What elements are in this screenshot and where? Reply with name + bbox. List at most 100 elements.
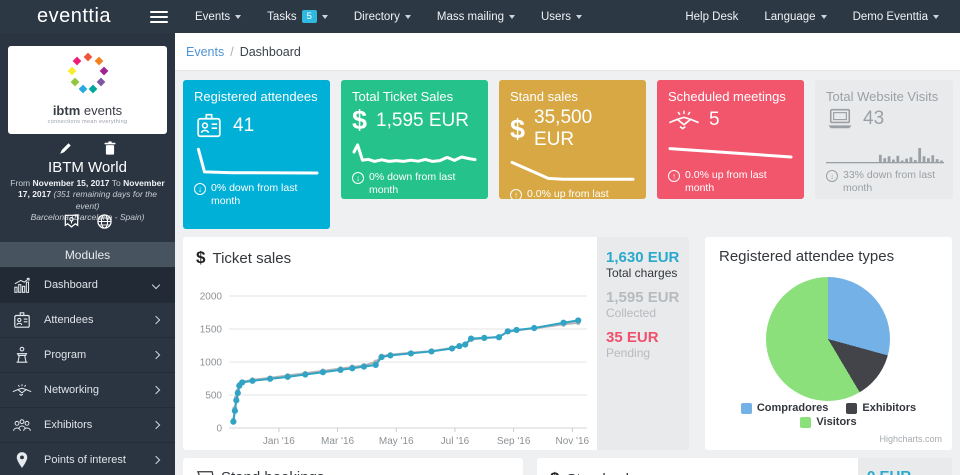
breadcrumb: Events / Dashboard [175, 33, 960, 71]
legend-swatch [800, 416, 812, 428]
trend-down-icon: ↓ [352, 172, 364, 185]
dollar-icon: $ [196, 248, 206, 267]
handshake-icon [669, 110, 699, 130]
highcharts-credit[interactable]: Highcharts.com [879, 434, 942, 444]
ibtm-logo-tagline: connections mean everything [47, 119, 128, 125]
stand-sales-total-value: 0 EUR [867, 468, 943, 475]
sidebar-item-exhibitors[interactable]: Exhibitors [0, 407, 175, 442]
pending-label: Pending [606, 346, 651, 360]
stand-sales-title: $ Stand sales [537, 458, 858, 475]
kpi-value: 43 [863, 108, 885, 130]
globe-website-icon[interactable] [96, 213, 113, 230]
caret-down-icon [321, 15, 328, 19]
caret-down-icon [933, 15, 939, 19]
navbar-right: Help Desk Language Demo Eventtia [672, 0, 960, 33]
kpi-total-ticket-sales[interactable]: Total Ticket Sales $ 1,595 EUR ↓ 0% down… [341, 80, 488, 199]
dollar-icon: $ [550, 469, 559, 475]
legend-exhibitors[interactable]: Exhibitors [846, 402, 916, 414]
kpi-scheduled-meetings[interactable]: Scheduled meetings 5 ↑ 0.0% up from last… [657, 80, 804, 199]
breadcrumb-events-link[interactable]: Events [186, 44, 225, 59]
svg-text:2000: 2000 [200, 292, 223, 303]
stand-sales-sparkline [510, 161, 635, 181]
attendee-badge-icon [197, 114, 221, 138]
trend-up-icon: ↑ [510, 189, 522, 199]
nav-language[interactable]: Language [751, 0, 839, 33]
legend-swatch [846, 402, 858, 414]
legend-compradores[interactable]: Compradores [740, 402, 828, 414]
modules-menu: Dashboard Attendees [0, 267, 175, 475]
trend-down-icon: ↓ [826, 170, 838, 183]
breadcrumb-separator: / [230, 44, 234, 59]
stand-booth-icon [196, 470, 214, 475]
meetings-sparkline [668, 147, 793, 159]
laptop-icon [828, 109, 852, 129]
sidebar-item-program[interactable]: Program [0, 337, 175, 372]
ibtm-logo-text: ibtm events [52, 103, 123, 118]
caret-down-icon [509, 15, 515, 19]
svg-text:0: 0 [216, 424, 222, 435]
hamburger-menu-icon[interactable] [150, 10, 168, 23]
kpi-registered-attendees[interactable]: Registered attendees 41 ↓ 0% down from l… [183, 80, 330, 229]
ticket-sales-title: $ Ticket sales [196, 248, 292, 267]
sidebar-item-networking[interactable]: Networking [0, 372, 175, 407]
chevron-right-icon [151, 385, 161, 395]
nav-events[interactable]: Events [182, 0, 254, 33]
sidebar-item-points-of-interest[interactable]: Points of interest [0, 442, 175, 475]
nav-users[interactable]: Users [528, 0, 595, 33]
nav-user-account[interactable]: Demo Eventtia [840, 0, 952, 33]
svg-text:Nov '16: Nov '16 [556, 436, 590, 447]
attendee-types-title: Registered attendee types [719, 248, 895, 265]
nav-tasks[interactable]: Tasks 5 [254, 0, 341, 33]
attendee-badge-icon [0, 311, 44, 329]
dollar-icon: $ [352, 105, 368, 136]
chevron-right-icon [151, 350, 161, 360]
handshake-icon [0, 382, 44, 398]
legend-visitors[interactable]: Visitors [800, 416, 857, 428]
kpi-trend: ↑ 0.0% up from last month [668, 169, 793, 194]
nav-help-desk[interactable]: Help Desk [685, 10, 739, 23]
breadcrumb-current: Dashboard [239, 44, 301, 59]
attendees-sparkline [196, 148, 319, 175]
caret-down-icon [576, 15, 583, 19]
total-charges-label: Total charges [606, 266, 678, 280]
chevron-right-icon [151, 315, 161, 325]
map-pin-icon [0, 451, 44, 469]
chevron-right-icon [151, 455, 161, 465]
nav-mass-mailing[interactable]: Mass mailing [424, 0, 528, 33]
podium-icon [0, 346, 44, 364]
eventtia-logo[interactable]: eventtia [36, 5, 112, 27]
kpi-website-visits[interactable]: Total Website Visits 43 ↓ 33% down from … [815, 80, 953, 199]
svg-text:Mar '16: Mar '16 [321, 436, 354, 447]
event-links [0, 213, 175, 230]
top-navbar: eventtia Events Tasks 5 Directory Mass m… [0, 0, 960, 33]
event-location: Barcelona (Barcelona - Spain) [30, 212, 145, 223]
edit-pencil-icon[interactable] [58, 141, 73, 156]
nav-directory[interactable]: Directory [341, 0, 424, 33]
sidebar-item-attendees[interactable]: Attendees [0, 302, 175, 337]
event-name: IBTM World [48, 159, 127, 176]
kpi-value: 1,595 EUR [376, 109, 469, 131]
collected-value: 1,595 EUR [606, 289, 680, 306]
stand-sales-total-panel: 0 EUR [858, 458, 952, 475]
kpi-trend: ↑ 0.0% up from last month [510, 188, 635, 199]
chevron-down-icon [151, 280, 161, 290]
kpi-stand-sales[interactable]: Stand sales $ 35,500 EUR ↑ 0.0% up from … [499, 80, 646, 199]
pending-value: 35 EUR [606, 329, 659, 346]
total-charges-value: 1,630 EUR [606, 249, 680, 266]
venue-map-icon[interactable] [63, 213, 80, 230]
delete-trash-icon[interactable] [103, 141, 117, 156]
ticket-sales-line-chart[interactable]: 0 500 1000 1500 2000 Jan '16 Mar '16 May '16 Jul… [183, 250, 597, 450]
event-logo-card[interactable]: ibtm events connections mean everything [8, 46, 167, 134]
pie-legend: Compradores Exhibitors Visitors [705, 402, 952, 428]
event-actions [0, 141, 175, 156]
attendee-types-panel: Registered attendee types Compradores Ex… [705, 237, 952, 450]
trend-down-icon: ↓ [194, 183, 206, 196]
attendee-types-pie-chart[interactable] [766, 277, 890, 401]
dollar-icon: $ [510, 113, 526, 144]
svg-text:Sep '16: Sep '16 [497, 436, 531, 447]
ticket-sales-sparkline [352, 143, 477, 164]
kpi-trend: ↓ 0% down from last month [352, 171, 477, 196]
sidebar-item-dashboard[interactable]: Dashboard [0, 267, 175, 302]
kpi-value: 5 [709, 109, 720, 131]
